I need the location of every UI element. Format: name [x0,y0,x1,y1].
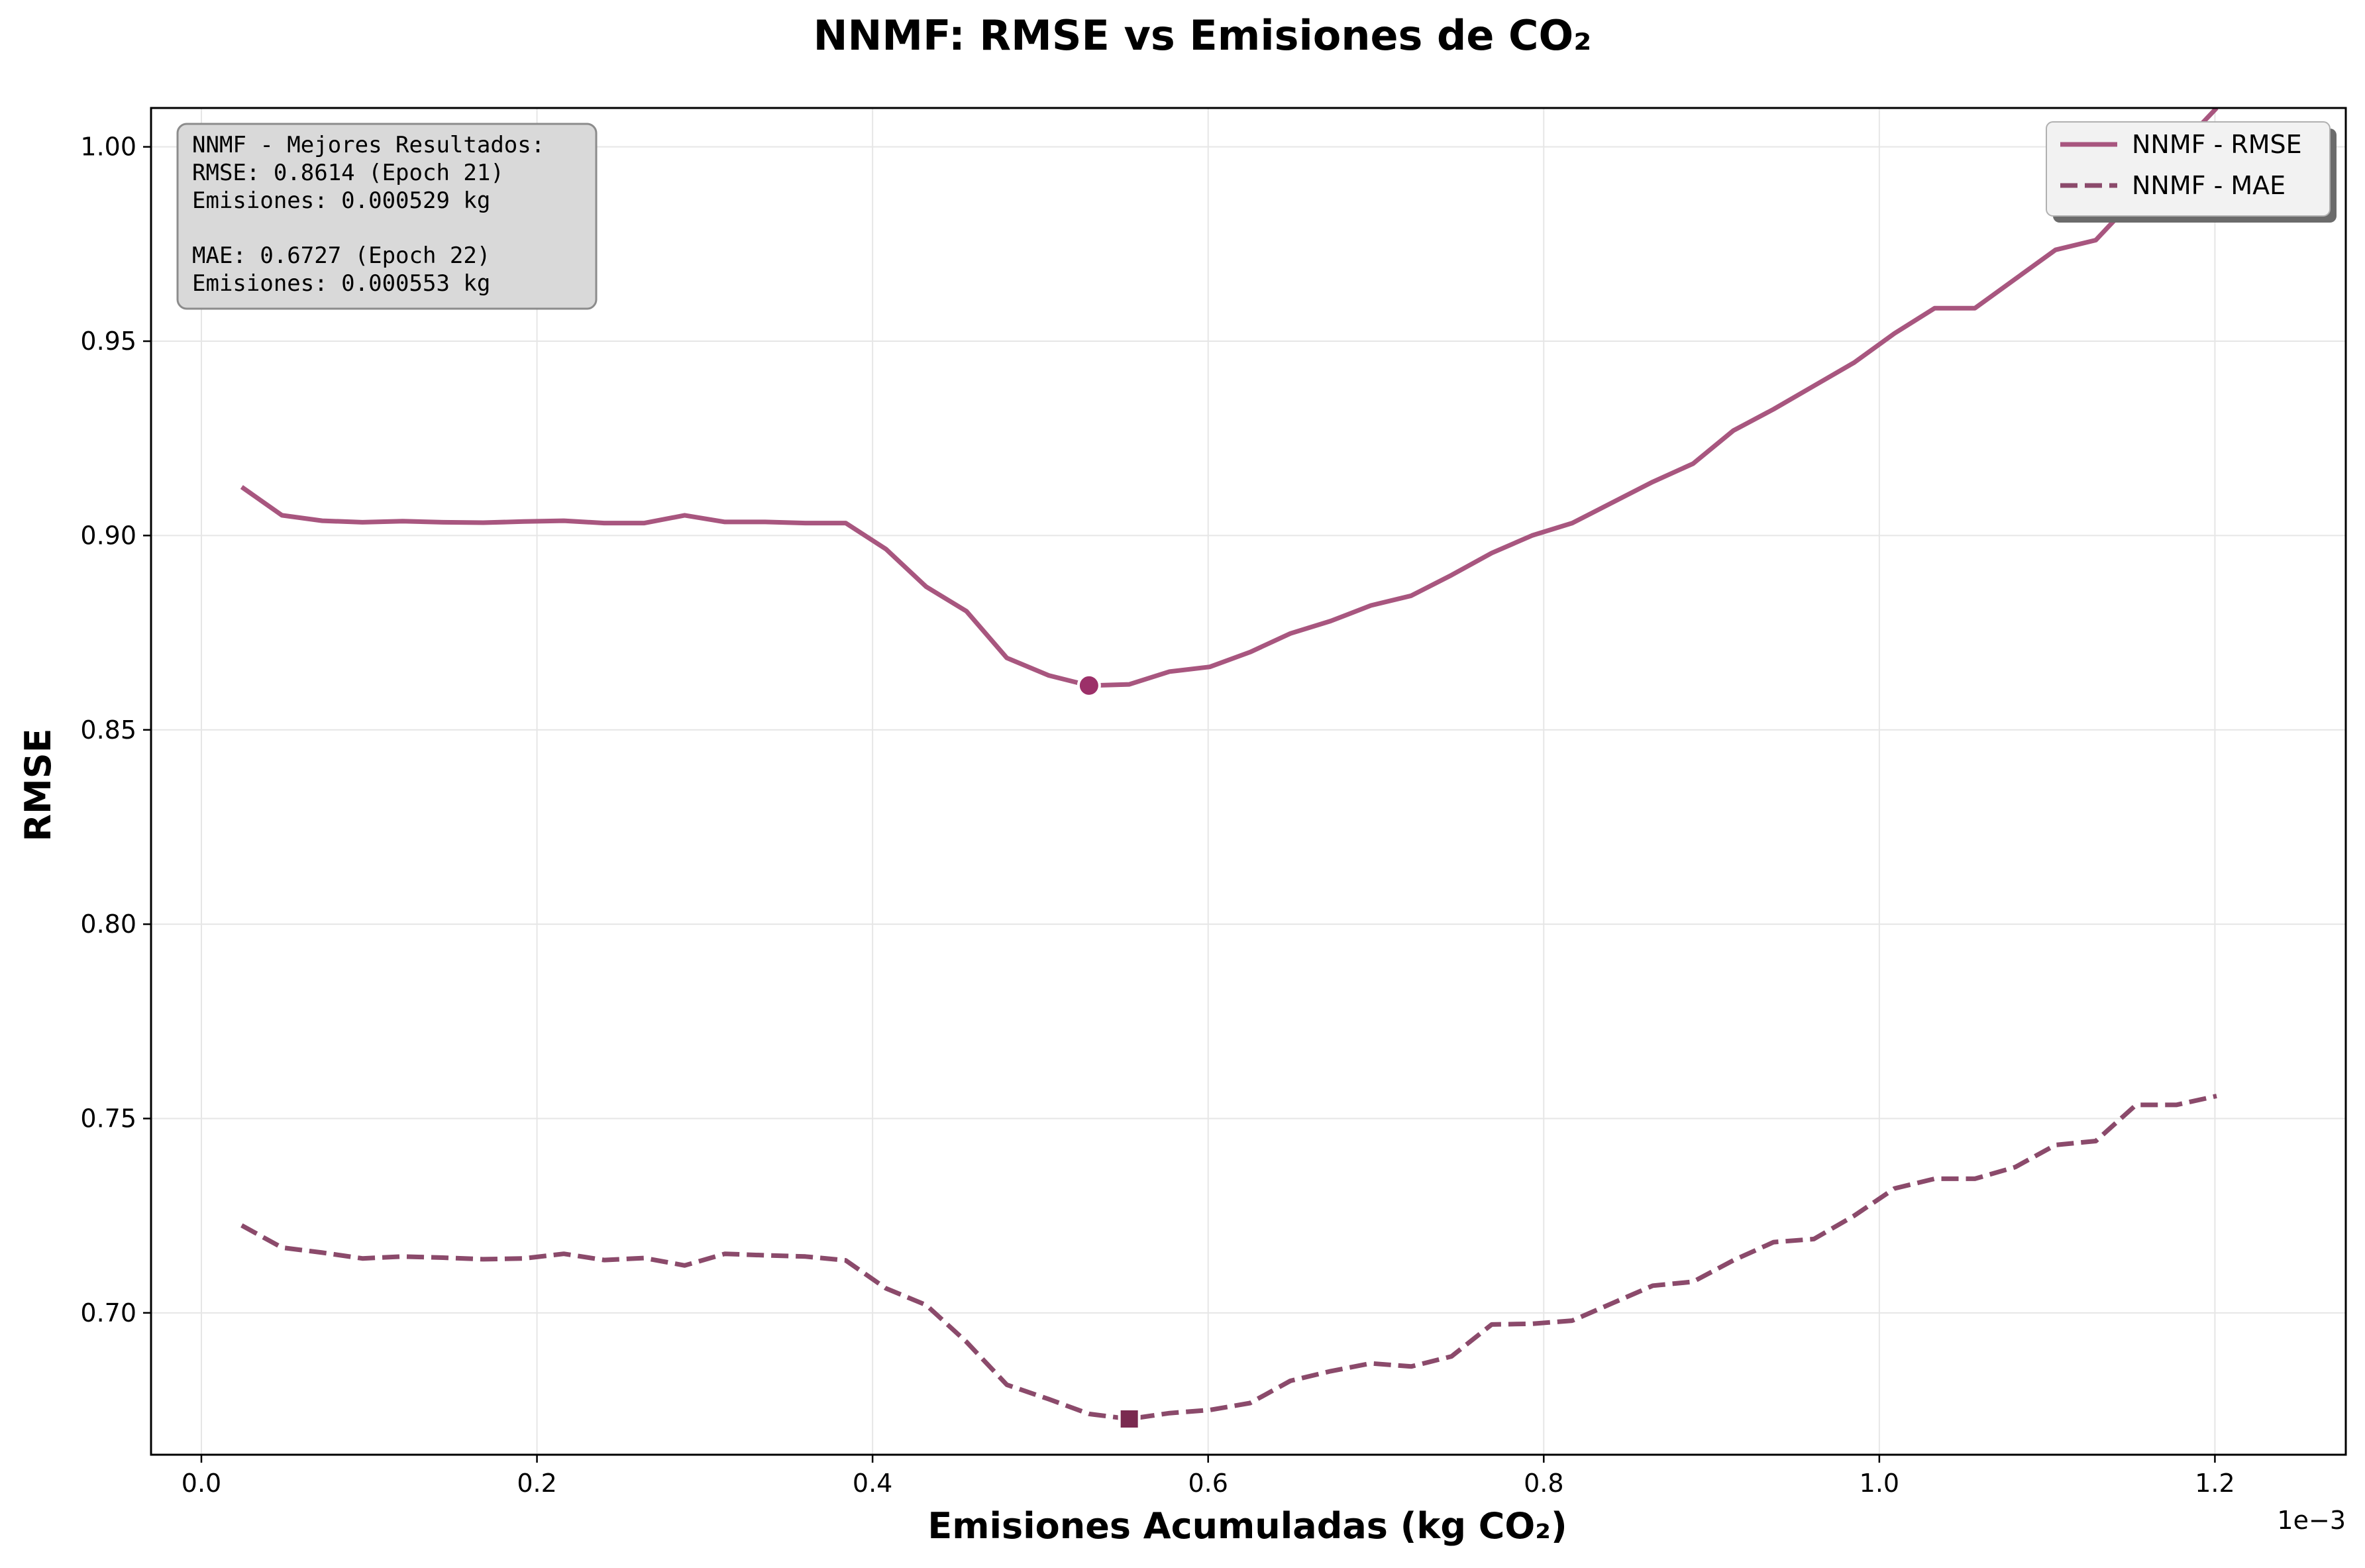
y-tick-label: 0.95 [80,327,136,356]
x-tick-label: 1.0 [1860,1469,1899,1498]
y-tick-label: 1.00 [80,132,136,162]
legend-label-mae: NNMF - MAE [2132,171,2286,200]
best-rmse-marker [1077,673,1101,698]
annotation-line-rmse: RMSE: 0.8614 (Epoch 21) [192,160,504,186]
y-tick-label: 0.90 [80,521,136,550]
annotation-line-title: NNMF - Mejores Resultados: [192,132,545,158]
annotation-line-mae-emissions: Emisiones: 0.000553 kg [192,270,490,297]
chart-title: NNMF: RMSE vs Emisiones de CO₂ [814,11,1592,60]
grid [151,108,2346,1455]
series-layer [240,108,2219,1422]
x-axis-offset-label: 1e−3 [2277,1506,2346,1535]
legend-label-rmse: NNMF - RMSE [2132,130,2302,159]
annotation-box [176,123,598,310]
x-axis-ticks: 0.0 0.2 0.4 0.6 0.8 1.0 1.2 [182,1455,2235,1498]
best-results-annotation: NNMF - Mejores Resultados: RMSE: 0.8614 … [176,123,598,310]
x-tick-label: 0.0 [182,1469,221,1498]
mae-series-line [240,1094,2217,1422]
y-tick-label: 0.75 [80,1104,136,1133]
rmse-series-line [240,108,2219,688]
marker-layer [1077,673,1141,1431]
x-axis-label: Emisiones Acumuladas (kg CO₂) [927,1505,1567,1547]
y-tick-label: 0.70 [80,1298,136,1328]
annotation-line-rmse-emissions: Emisiones: 0.000529 kg [192,187,490,214]
y-axis-ticks: 0.70 0.75 0.80 0.85 0.90 0.95 1.00 [80,132,151,1328]
y-axis-label: RMSE [17,728,59,841]
x-tick-label: 0.2 [517,1469,556,1498]
x-tick-label: 0.6 [1188,1469,1228,1498]
legend: NNMF - RMSE NNMF - MAE [2046,121,2337,223]
plot-frame [150,107,2347,1456]
y-tick-label: 0.85 [80,715,136,745]
x-tick-label: 0.8 [1524,1469,1563,1498]
x-tick-label: 0.4 [853,1469,892,1498]
x-tick-label: 1.2 [2195,1469,2234,1498]
best-mae-marker [1118,1408,1141,1431]
annotation-line-mae: MAE: 0.6727 (Epoch 22) [192,242,490,269]
y-tick-label: 0.80 [80,910,136,939]
